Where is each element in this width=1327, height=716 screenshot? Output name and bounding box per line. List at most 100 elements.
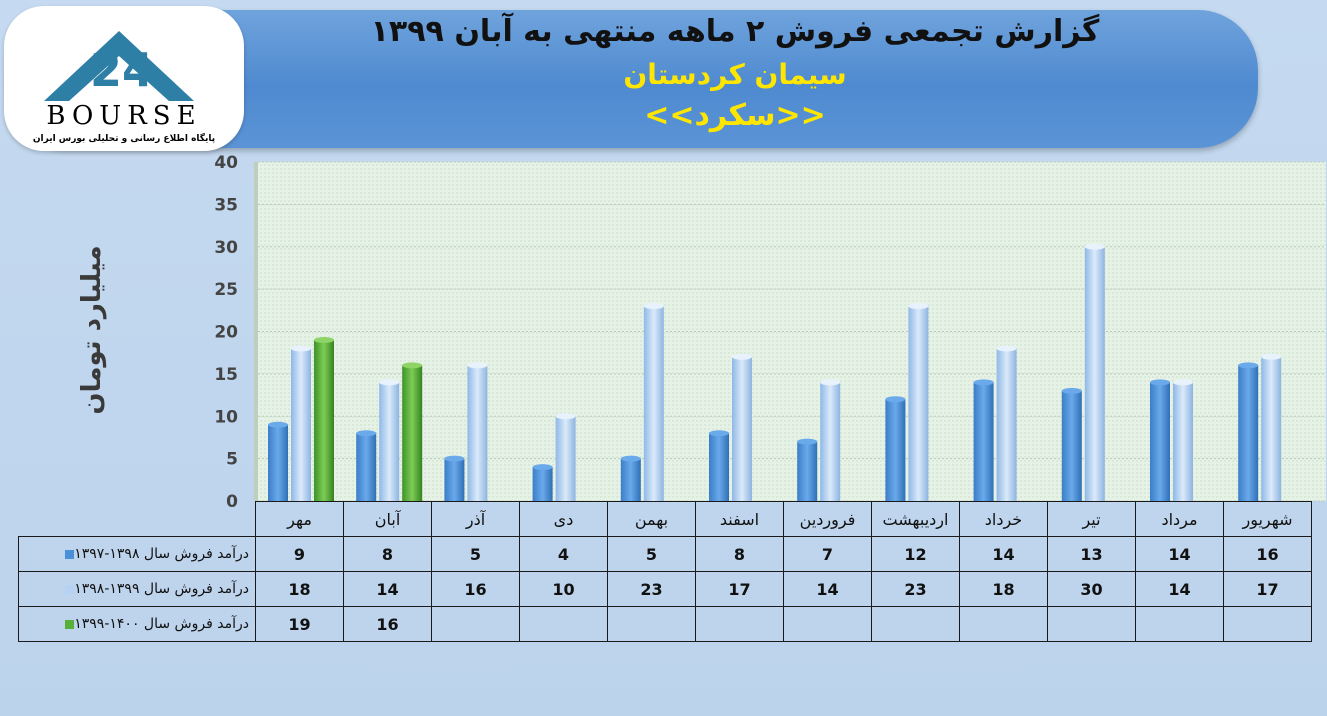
bar-s2-خرداد: [996, 345, 1017, 501]
month-header: تیر: [1047, 501, 1136, 537]
bar-s1-شهریور: [1238, 362, 1259, 501]
data-cell: [1223, 606, 1312, 642]
y-tick-label: 5: [226, 450, 238, 470]
bar-cap: [314, 336, 334, 343]
plot-side-wall: [254, 162, 258, 501]
data-cell: 14: [959, 536, 1048, 572]
data-cell: 8: [343, 536, 432, 572]
bar-s1-تیر: [1061, 387, 1082, 501]
data-cell: 23: [871, 571, 960, 607]
month-header: دی: [519, 501, 608, 537]
data-cell: 16: [431, 571, 520, 607]
month-header: آبان: [343, 501, 432, 537]
bar-s2-آبان: [379, 379, 400, 501]
month-header: مهر: [255, 501, 344, 537]
bar-body: [555, 416, 576, 501]
bar-s2-اسفند: [732, 353, 752, 501]
data-cell: 18: [959, 571, 1048, 607]
month-header: بهمن: [607, 501, 696, 537]
data-cell: 5: [607, 536, 696, 572]
bar-cap: [908, 303, 929, 310]
y-tick-label: 30: [214, 238, 238, 258]
data-cell: 18: [255, 571, 344, 607]
y-tick-label: 25: [214, 280, 238, 300]
bar-cap: [402, 362, 423, 369]
data-cell: [871, 606, 960, 642]
table-row: درآمد فروش سال ۱۴۰۰-۱۳۹۹ 19 16: [18, 606, 1312, 642]
bar-cap: [996, 345, 1017, 352]
bar-s3-مهر: [314, 336, 334, 501]
bar-body: [532, 467, 553, 501]
bar-cap: [709, 430, 729, 437]
bar-cap: [467, 362, 488, 369]
logo-tagline: پایگاه اطلاع رسانی و تحلیلی بورس ایران: [33, 132, 215, 144]
bar-s2-تیر: [1084, 243, 1105, 501]
bar-cap: [973, 379, 994, 386]
bar-body: [732, 356, 752, 501]
data-cell: [695, 606, 784, 642]
bar-s2-مرداد: [1173, 379, 1193, 501]
bar-body: [1238, 365, 1259, 501]
bar-cap: [532, 464, 553, 471]
bar-cap: [797, 438, 818, 445]
logo-mark: 24: [90, 43, 154, 97]
month-header: فروردین: [783, 501, 872, 537]
data-cell: 4: [519, 536, 608, 572]
data-cell: 30: [1047, 571, 1136, 607]
bar-body: [467, 365, 488, 501]
bar-s1-مرداد: [1150, 379, 1170, 501]
bar-cap: [620, 455, 641, 462]
bar-body: [797, 441, 818, 501]
bar-s1-دی: [532, 464, 553, 501]
data-cell: 12: [871, 536, 960, 572]
series-legend-label: درآمد فروش سال ۱۳۹۹-۱۳۹۸: [18, 571, 256, 607]
bar-s2-بهمن: [643, 303, 664, 501]
data-cell: 10: [519, 571, 608, 607]
data-cell: 17: [1223, 571, 1312, 607]
bar-body: [356, 433, 377, 501]
table-header-row: مهر آبان آذر دی بهمن اسفند فروردین اردیبهشت خردا…: [19, 501, 1312, 537]
company-name: سیمان کردستان: [623, 58, 847, 91]
data-cell: 19: [255, 606, 344, 642]
y-tick-label: 0: [226, 492, 238, 512]
logo-graphic: 24 BOURSE پایگاه اطلاع رسانی و تحلیلی بو…: [33, 31, 215, 144]
bar-body: [1061, 390, 1082, 501]
bar-s1-خرداد: [973, 379, 994, 501]
data-cell: 16: [1223, 536, 1312, 572]
bar-cap: [643, 303, 664, 310]
bar-cap: [885, 396, 906, 403]
bar-s2-دی: [555, 413, 576, 501]
bar-s2-اردیبهشت: [908, 303, 929, 501]
bar-s2-شهریور: [1261, 353, 1282, 501]
bar-cap: [1261, 353, 1282, 360]
y-axis-ticks: 0 5 10 15 20 25 30 35 40: [214, 153, 238, 512]
y-tick-label: 10: [214, 407, 238, 427]
y-tick-label: 35: [214, 195, 238, 215]
series-name: درآمد فروش سال ۱۳۹۹-۱۳۹۸: [74, 581, 249, 597]
data-cell: 17: [695, 571, 784, 607]
bar-body: [444, 458, 465, 501]
bar-body: [820, 382, 841, 501]
legend-swatch-icon: [65, 619, 75, 629]
legend-swatch-icon: [65, 584, 75, 594]
bar-cap: [268, 421, 288, 428]
y-tick-label: 20: [214, 323, 238, 343]
data-cell: [1135, 606, 1224, 642]
table-corner: [19, 502, 256, 537]
bar-body: [885, 399, 906, 501]
bourse24-logo: 24 BOURSE پایگاه اطلاع رسانی و تحلیلی بو…: [4, 6, 244, 151]
bar-body: [908, 306, 929, 501]
data-cell: [519, 606, 608, 642]
data-table: مهر آبان آذر دی بهمن اسفند فروردین اردیبهشت خردا…: [18, 501, 1312, 642]
series-name: درآمد فروش سال ۱۳۹۸-۱۳۹۷: [74, 546, 249, 562]
bar-body: [1084, 246, 1105, 501]
bar-s1-فروردین: [797, 438, 818, 501]
bar-body: [402, 365, 423, 501]
data-cell: 13: [1047, 536, 1136, 572]
bar-cap: [1238, 362, 1259, 369]
bar-body: [291, 348, 311, 501]
bar-body: [1150, 382, 1170, 501]
bar-body: [709, 433, 729, 501]
table-row: درآمد فروش سال ۱۳۹۹-۱۳۹۸ 18 14 16 10 23 17 14 23…: [18, 571, 1312, 607]
